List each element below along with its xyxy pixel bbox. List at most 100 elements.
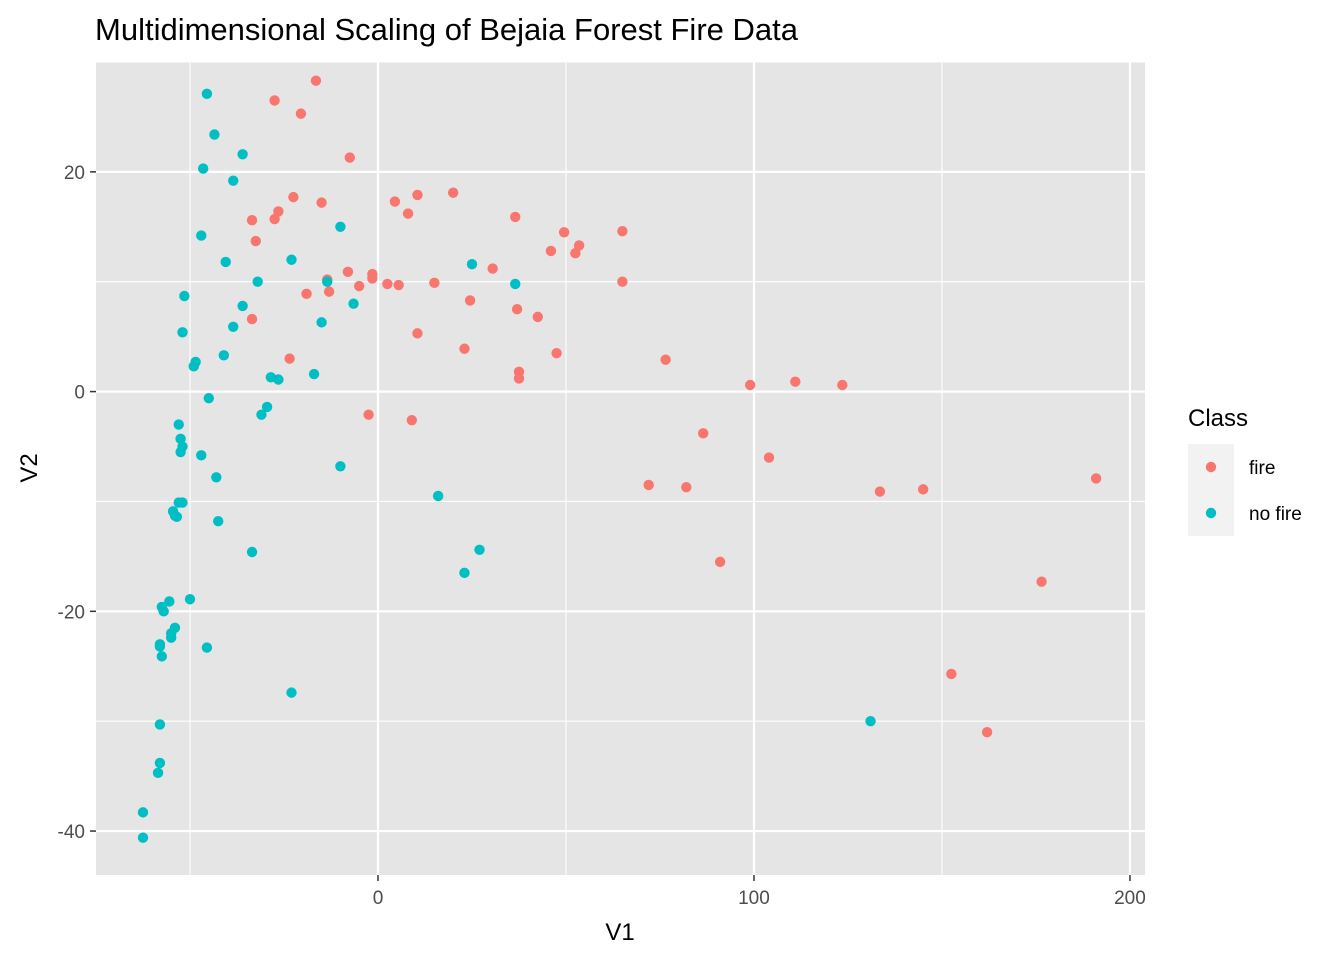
point-fire: [316, 197, 327, 208]
point-no-fire: [510, 278, 521, 290]
point-fire: [393, 279, 404, 291]
x-axis-title: V1: [605, 919, 634, 946]
point-fire: [763, 452, 775, 463]
point-no-fire: [211, 472, 222, 483]
y-tick-label: -40: [58, 822, 85, 843]
point-no-fire: [308, 368, 320, 380]
point-no-fire: [228, 321, 239, 332]
point-fire: [511, 303, 523, 315]
point-no-fire: [154, 719, 166, 730]
point-fire: [246, 313, 258, 325]
point-fire: [412, 328, 423, 339]
point-fire: [246, 215, 258, 226]
point-fire: [269, 213, 280, 225]
point-no-fire: [188, 361, 199, 372]
point-no-fire: [137, 832, 149, 843]
point-fire: [874, 486, 886, 497]
point-fire: [981, 726, 993, 738]
legend-label-fire: fire: [1249, 458, 1275, 479]
point-fire: [643, 479, 654, 491]
y-axis-ticks: -40 -20 0 20: [58, 163, 96, 843]
point-no-fire: [173, 497, 184, 508]
point-fire: [698, 428, 709, 439]
point-fire: [464, 295, 476, 306]
y-tick-label: 0: [74, 383, 85, 404]
point-fire: [545, 245, 557, 257]
point-fire: [617, 276, 628, 287]
point-no-fire: [261, 401, 273, 413]
point-fire: [367, 273, 378, 284]
point-no-fire: [237, 149, 248, 160]
point-fire: [570, 247, 581, 259]
point-fire: [273, 206, 284, 217]
data-points: [137, 75, 1102, 843]
point-no-fire: [203, 392, 214, 404]
point-no-fire: [196, 230, 207, 241]
point-no-fire: [252, 276, 263, 287]
point-fire: [295, 108, 307, 119]
point-no-fire: [184, 594, 196, 605]
point-fire: [284, 353, 295, 364]
point-no-fire: [865, 715, 876, 727]
point-fire: [250, 235, 261, 247]
x-tick-label: 0: [373, 888, 384, 909]
point-fire: [459, 343, 470, 354]
point-fire: [558, 227, 570, 238]
legend-key-fire: [1205, 461, 1217, 473]
point-no-fire: [459, 567, 470, 579]
point-fire: [532, 311, 543, 323]
point-fire: [551, 347, 562, 359]
point-no-fire: [165, 632, 177, 643]
point-no-fire: [286, 254, 297, 265]
point-no-fire: [273, 374, 284, 385]
point-no-fire: [335, 221, 346, 232]
point-fire: [946, 668, 957, 680]
point-fire: [617, 225, 628, 237]
legend-title: Class: [1188, 405, 1248, 432]
point-fire: [1036, 576, 1047, 587]
point-fire: [412, 189, 423, 201]
x-tick-label: 100: [738, 888, 770, 909]
point-fire: [301, 288, 312, 300]
x-tick-label: 200: [1114, 888, 1146, 909]
point-fire: [323, 286, 335, 297]
point-no-fire: [164, 596, 175, 607]
point-fire: [353, 280, 365, 292]
point-fire: [790, 376, 801, 387]
point-no-fire: [316, 317, 327, 328]
point-no-fire: [212, 516, 224, 527]
point-no-fire: [474, 544, 485, 555]
point-no-fire: [220, 256, 231, 268]
legend-label-no-fire: no fire: [1249, 504, 1302, 525]
x-axis-ticks: 0 100 200: [373, 875, 1146, 909]
point-no-fire: [466, 258, 478, 270]
point-fire: [714, 556, 726, 568]
point-fire: [310, 75, 322, 86]
point-no-fire: [197, 163, 209, 174]
point-no-fire: [154, 757, 166, 769]
chart-title: Multidimensional Scaling of Bejaia Fores…: [95, 12, 799, 47]
point-no-fire: [237, 300, 248, 312]
point-no-fire: [156, 651, 167, 662]
point-fire: [573, 240, 585, 251]
point-no-fire: [196, 450, 207, 461]
point-fire: [402, 208, 414, 219]
point-fire: [344, 152, 355, 163]
point-no-fire: [201, 642, 213, 653]
point-no-fire: [179, 290, 190, 302]
point-no-fire: [158, 606, 169, 617]
point-no-fire: [201, 88, 213, 100]
point-fire: [681, 481, 692, 493]
point-no-fire: [256, 409, 267, 420]
point-no-fire: [177, 327, 188, 338]
y-tick-label: -20: [58, 602, 85, 623]
plot-panel: [96, 62, 1145, 875]
point-fire: [406, 414, 418, 426]
point-no-fire: [209, 129, 220, 140]
point-fire: [487, 263, 498, 274]
point-fire: [513, 373, 525, 384]
point-no-fire: [137, 807, 149, 818]
point-no-fire: [152, 767, 164, 779]
point-no-fire: [286, 687, 297, 698]
